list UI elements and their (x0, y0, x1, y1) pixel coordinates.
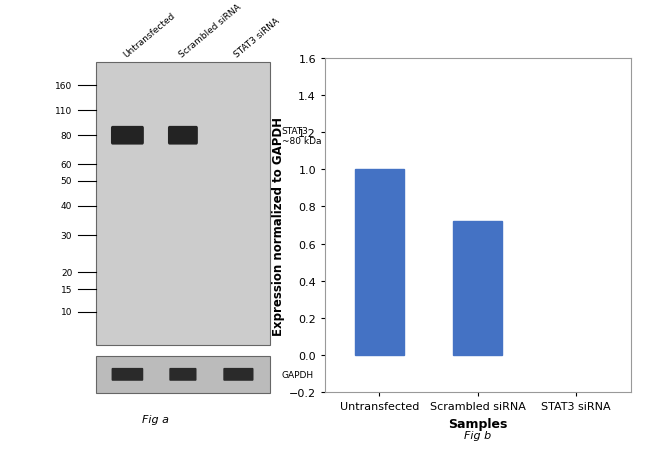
Y-axis label: Expression normalized to GAPDH: Expression normalized to GAPDH (272, 116, 285, 335)
Text: 10: 10 (61, 308, 72, 317)
Text: Fig b: Fig b (464, 430, 491, 440)
Text: Untransfected: Untransfected (122, 11, 177, 59)
Bar (96, 63, 270, 345)
Text: 110: 110 (55, 106, 72, 115)
FancyBboxPatch shape (169, 368, 196, 381)
Text: STAT3 siRNA: STAT3 siRNA (233, 16, 281, 59)
FancyBboxPatch shape (168, 127, 198, 145)
Text: 60: 60 (61, 161, 72, 170)
FancyBboxPatch shape (112, 368, 143, 381)
Text: 160: 160 (55, 82, 72, 91)
Text: 20: 20 (61, 268, 72, 277)
X-axis label: Samples: Samples (448, 417, 508, 430)
Text: 15: 15 (61, 285, 72, 294)
Text: Fig a: Fig a (142, 414, 170, 424)
Text: 30: 30 (61, 231, 72, 240)
FancyBboxPatch shape (224, 368, 254, 381)
Text: 50: 50 (61, 177, 72, 186)
Text: Scrambled siRNA: Scrambled siRNA (177, 2, 242, 59)
Text: GAPDH: GAPDH (281, 370, 314, 379)
Text: 40: 40 (61, 202, 72, 211)
Bar (354, 170, 404, 355)
Text: 80: 80 (61, 131, 72, 140)
Text: STAT3
~80 kDa: STAT3 ~80 kDa (281, 126, 321, 146)
FancyBboxPatch shape (111, 127, 144, 145)
Bar (453, 222, 502, 355)
Bar (96, 356, 270, 393)
